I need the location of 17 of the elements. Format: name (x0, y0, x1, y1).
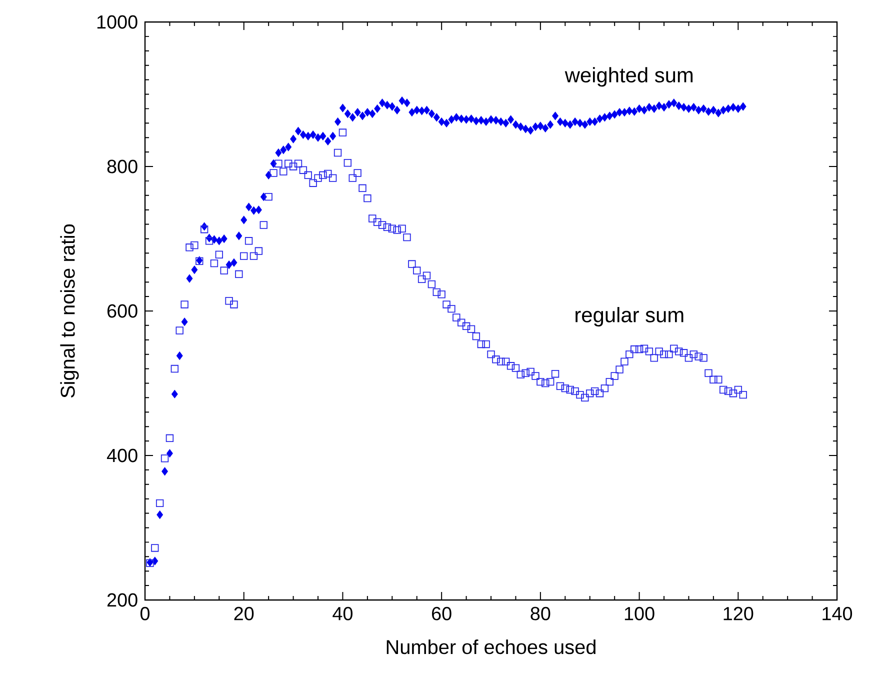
x-tick-label: 40 (332, 606, 352, 620)
annotation: regular sum (576, 307, 684, 327)
x-axis-title: Number of echoes used (386, 640, 596, 654)
y-tick-label: 800 (107, 160, 138, 174)
x-tick-label: 100 (624, 606, 654, 620)
x-tick-label: 60 (432, 606, 452, 620)
y-axis-title: Signal to noise ratio (60, 224, 79, 398)
x-tick-label: 140 (822, 606, 852, 620)
y-tick-label: 400 (106, 448, 138, 462)
x-tick-label: 80 (530, 606, 550, 620)
annotation: weighted sum (564, 67, 693, 87)
y-tick-label: 1000 (97, 15, 138, 29)
x-tick-label: 0 (140, 606, 150, 620)
y-tick-label: 200 (107, 593, 138, 607)
x-tick-label: 120 (724, 606, 754, 620)
y-tick-label: 600 (107, 304, 138, 318)
x-tick-label: 20 (234, 606, 254, 620)
